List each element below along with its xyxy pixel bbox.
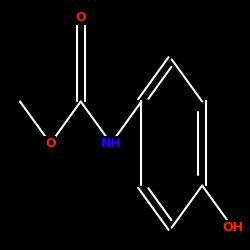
Text: OH: OH <box>222 221 243 234</box>
Text: O: O <box>76 11 86 24</box>
Text: O: O <box>45 137 56 150</box>
Text: NH: NH <box>101 137 121 150</box>
